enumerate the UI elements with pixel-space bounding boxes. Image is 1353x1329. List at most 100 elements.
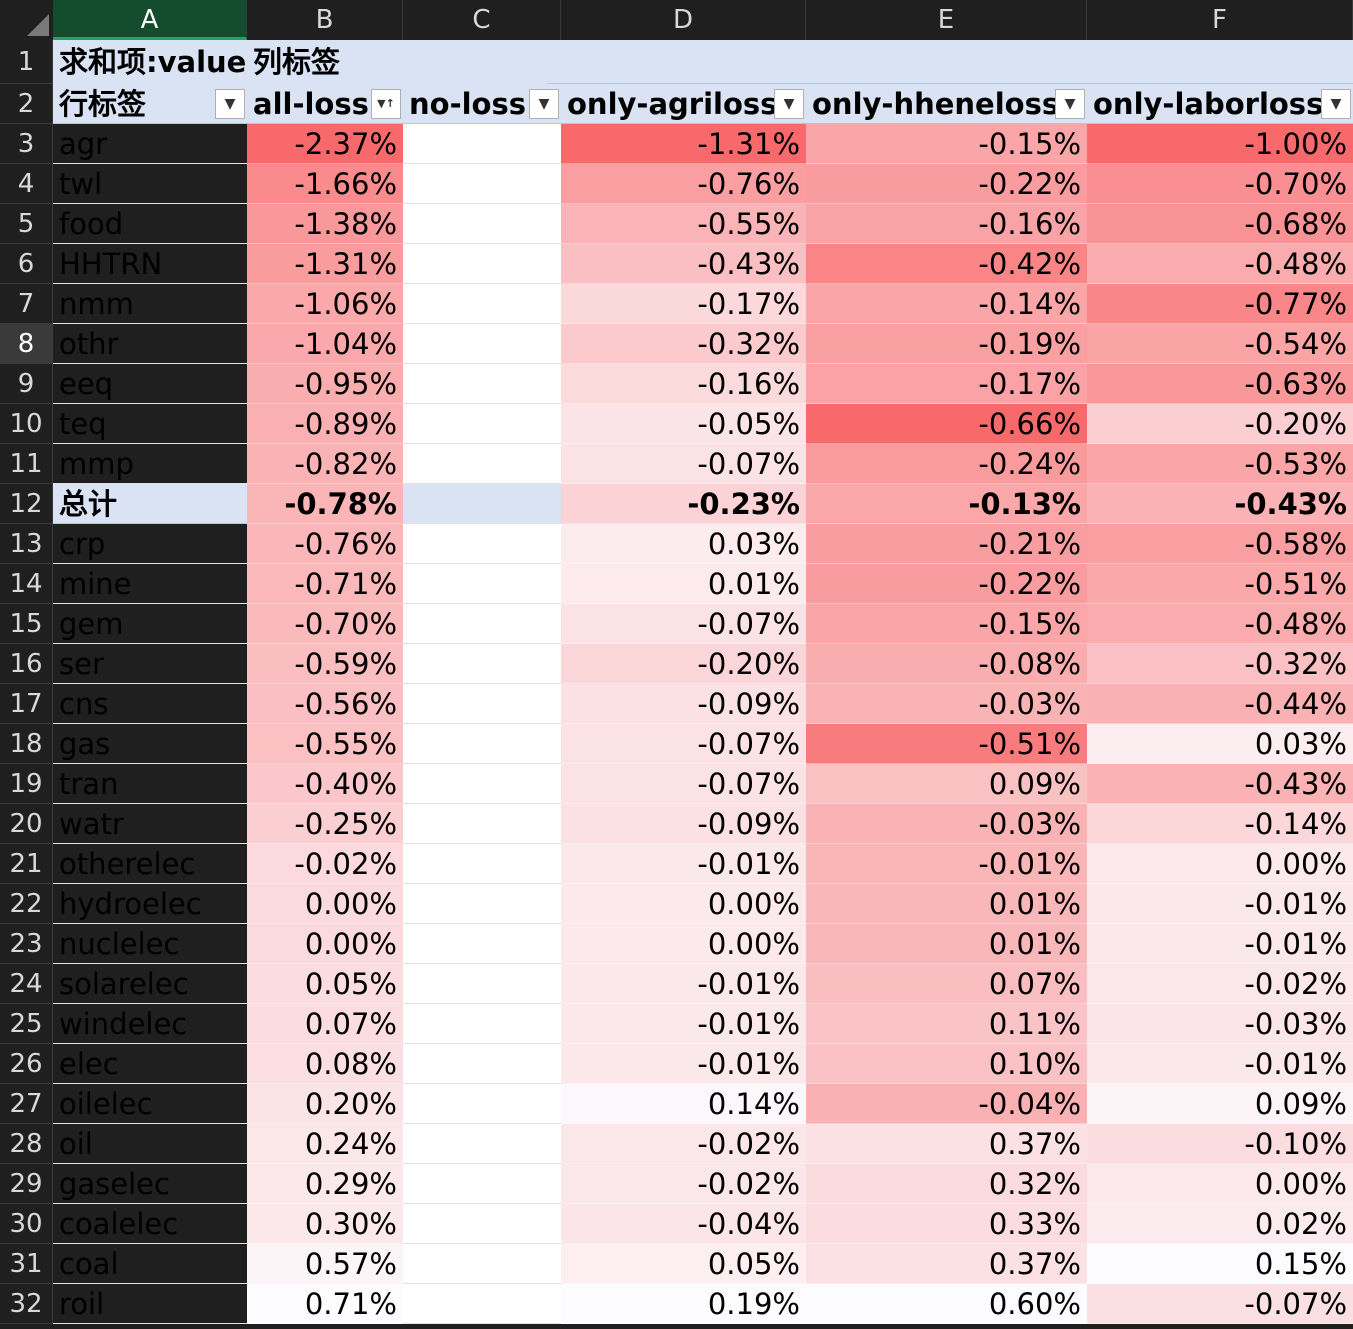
value-cell[interactable] bbox=[403, 444, 561, 484]
value-cell[interactable]: -0.02% bbox=[561, 1124, 806, 1164]
value-cell[interactable]: 0.10% bbox=[806, 1044, 1087, 1084]
row-label-elec[interactable]: elec bbox=[53, 1044, 247, 1084]
value-cell[interactable]: -0.19% bbox=[806, 324, 1087, 364]
filter-dropdown-icon[interactable]: ▼ bbox=[774, 88, 804, 119]
value-cell[interactable]: 0.00% bbox=[247, 884, 403, 924]
row-header-15[interactable]: 15 bbox=[0, 604, 53, 644]
value-cell[interactable]: -0.63% bbox=[1087, 364, 1353, 404]
value-cell[interactable]: 0.11% bbox=[806, 1004, 1087, 1044]
value-cell[interactable]: -1.06% bbox=[247, 284, 403, 324]
row-label-eeq[interactable]: eeq bbox=[53, 364, 247, 404]
value-cell[interactable]: 0.14% bbox=[561, 1084, 806, 1124]
value-cell[interactable]: -0.48% bbox=[1087, 604, 1353, 644]
value-cell[interactable]: -0.82% bbox=[247, 444, 403, 484]
value-cell[interactable]: -0.01% bbox=[1087, 1044, 1353, 1084]
value-cell[interactable]: -0.03% bbox=[806, 684, 1087, 724]
row-header-23[interactable]: 23 bbox=[0, 924, 53, 964]
row-label-nuclelec[interactable]: nuclelec bbox=[53, 924, 247, 964]
value-cell[interactable]: -0.20% bbox=[1087, 404, 1353, 444]
value-cell[interactable]: 0.00% bbox=[561, 924, 806, 964]
column-header-f[interactable]: F bbox=[1087, 0, 1353, 40]
value-cell[interactable]: 0.02% bbox=[1087, 1204, 1353, 1244]
value-cell[interactable]: -0.55% bbox=[561, 204, 806, 244]
row-header-22[interactable]: 22 bbox=[0, 884, 53, 924]
value-cell[interactable]: 0.37% bbox=[806, 1124, 1087, 1164]
value-cell[interactable]: -0.07% bbox=[1087, 1284, 1353, 1324]
value-cell[interactable]: 0.01% bbox=[561, 564, 806, 604]
value-cell[interactable]: 0.00% bbox=[1087, 1164, 1353, 1204]
value-cell[interactable]: -0.02% bbox=[1087, 964, 1353, 1004]
value-cell[interactable]: -0.77% bbox=[1087, 284, 1353, 324]
value-cell[interactable]: 0.09% bbox=[1087, 1084, 1353, 1124]
value-cell[interactable] bbox=[403, 1044, 561, 1084]
value-cell[interactable]: 0.09% bbox=[806, 764, 1087, 804]
value-cell[interactable]: -0.03% bbox=[806, 804, 1087, 844]
value-cell[interactable]: -2.37% bbox=[247, 124, 403, 164]
value-cell[interactable]: 0.20% bbox=[247, 1084, 403, 1124]
value-cell[interactable]: 0.07% bbox=[247, 1004, 403, 1044]
value-cell[interactable]: 0.37% bbox=[806, 1244, 1087, 1284]
value-cell[interactable]: 0.05% bbox=[561, 1244, 806, 1284]
value-cell[interactable]: -0.43% bbox=[561, 244, 806, 284]
row-header-14[interactable]: 14 bbox=[0, 564, 53, 604]
value-cell[interactable] bbox=[403, 1124, 561, 1164]
value-cell[interactable]: 0.60% bbox=[806, 1284, 1087, 1324]
value-cell[interactable]: 0.24% bbox=[247, 1124, 403, 1164]
value-cell[interactable] bbox=[403, 1164, 561, 1204]
value-cell[interactable] bbox=[403, 644, 561, 684]
value-cell[interactable] bbox=[403, 284, 561, 324]
value-cell[interactable]: 0.15% bbox=[1087, 1244, 1353, 1284]
value-cell[interactable]: -0.32% bbox=[561, 324, 806, 364]
value-cell[interactable]: -0.03% bbox=[1087, 1004, 1353, 1044]
value-cell[interactable]: 0.05% bbox=[247, 964, 403, 1004]
pivot-row-label[interactable]: 行标签 ▼ bbox=[53, 84, 247, 124]
value-cell[interactable]: -0.14% bbox=[1087, 804, 1353, 844]
value-cell[interactable]: -0.51% bbox=[806, 724, 1087, 764]
value-cell[interactable] bbox=[403, 604, 561, 644]
value-cell[interactable]: -0.04% bbox=[561, 1204, 806, 1244]
row-header-17[interactable]: 17 bbox=[0, 684, 53, 724]
grand-total-label[interactable]: 总计 bbox=[53, 484, 247, 524]
value-cell[interactable] bbox=[403, 964, 561, 1004]
row-label-crp[interactable]: crp bbox=[53, 524, 247, 564]
value-cell[interactable] bbox=[403, 1084, 561, 1124]
row-filter-dropdown-icon[interactable]: ▼ bbox=[215, 88, 245, 119]
value-cell[interactable]: -0.70% bbox=[247, 604, 403, 644]
value-cell[interactable]: -1.00% bbox=[1087, 124, 1353, 164]
value-cell[interactable]: -0.04% bbox=[806, 1084, 1087, 1124]
row-header-6[interactable]: 6 bbox=[0, 244, 53, 284]
filter-dropdown-icon[interactable]: ▼ bbox=[1321, 88, 1351, 119]
value-cell[interactable]: 0.00% bbox=[247, 924, 403, 964]
pivot-column-only-hheneloss[interactable]: only-hheneloss ▼ bbox=[806, 84, 1087, 124]
pivot-value-label[interactable]: 求和项:value bbox=[53, 40, 247, 84]
grand-total-cell[interactable]: -0.78% bbox=[247, 484, 403, 524]
row-header-16[interactable]: 16 bbox=[0, 644, 53, 684]
value-cell[interactable]: -0.48% bbox=[1087, 244, 1353, 284]
value-cell[interactable]: -0.05% bbox=[561, 404, 806, 444]
value-cell[interactable]: 0.00% bbox=[561, 884, 806, 924]
row-label-teq[interactable]: teq bbox=[53, 404, 247, 444]
value-cell[interactable]: -0.15% bbox=[806, 124, 1087, 164]
pivot-column-no-loss[interactable]: no-loss ▼ bbox=[403, 84, 561, 124]
column-header-c[interactable]: C bbox=[403, 0, 561, 40]
value-cell[interactable]: -1.38% bbox=[247, 204, 403, 244]
value-cell[interactable] bbox=[403, 804, 561, 844]
value-cell[interactable] bbox=[403, 1004, 561, 1044]
row-header-20[interactable]: 20 bbox=[0, 804, 53, 844]
row-label-cns[interactable]: cns bbox=[53, 684, 247, 724]
value-cell[interactable]: -0.58% bbox=[1087, 524, 1353, 564]
row-header-32[interactable]: 32 bbox=[0, 1284, 53, 1324]
value-cell[interactable]: -0.17% bbox=[561, 284, 806, 324]
value-cell[interactable]: -0.01% bbox=[561, 1004, 806, 1044]
value-cell[interactable]: -0.01% bbox=[561, 844, 806, 884]
value-cell[interactable]: -0.01% bbox=[1087, 924, 1353, 964]
sort-filter-dropdown-icon[interactable]: ▼↑ bbox=[371, 88, 401, 119]
value-cell[interactable]: -0.55% bbox=[247, 724, 403, 764]
row-label-gaselec[interactable]: gaselec bbox=[53, 1164, 247, 1204]
value-cell[interactable] bbox=[403, 1284, 561, 1324]
value-cell[interactable]: 0.32% bbox=[806, 1164, 1087, 1204]
row-header-1[interactable]: 1 bbox=[0, 40, 53, 84]
value-cell[interactable]: -0.21% bbox=[806, 524, 1087, 564]
value-cell[interactable]: -0.68% bbox=[1087, 204, 1353, 244]
column-header-b[interactable]: B bbox=[247, 0, 403, 40]
